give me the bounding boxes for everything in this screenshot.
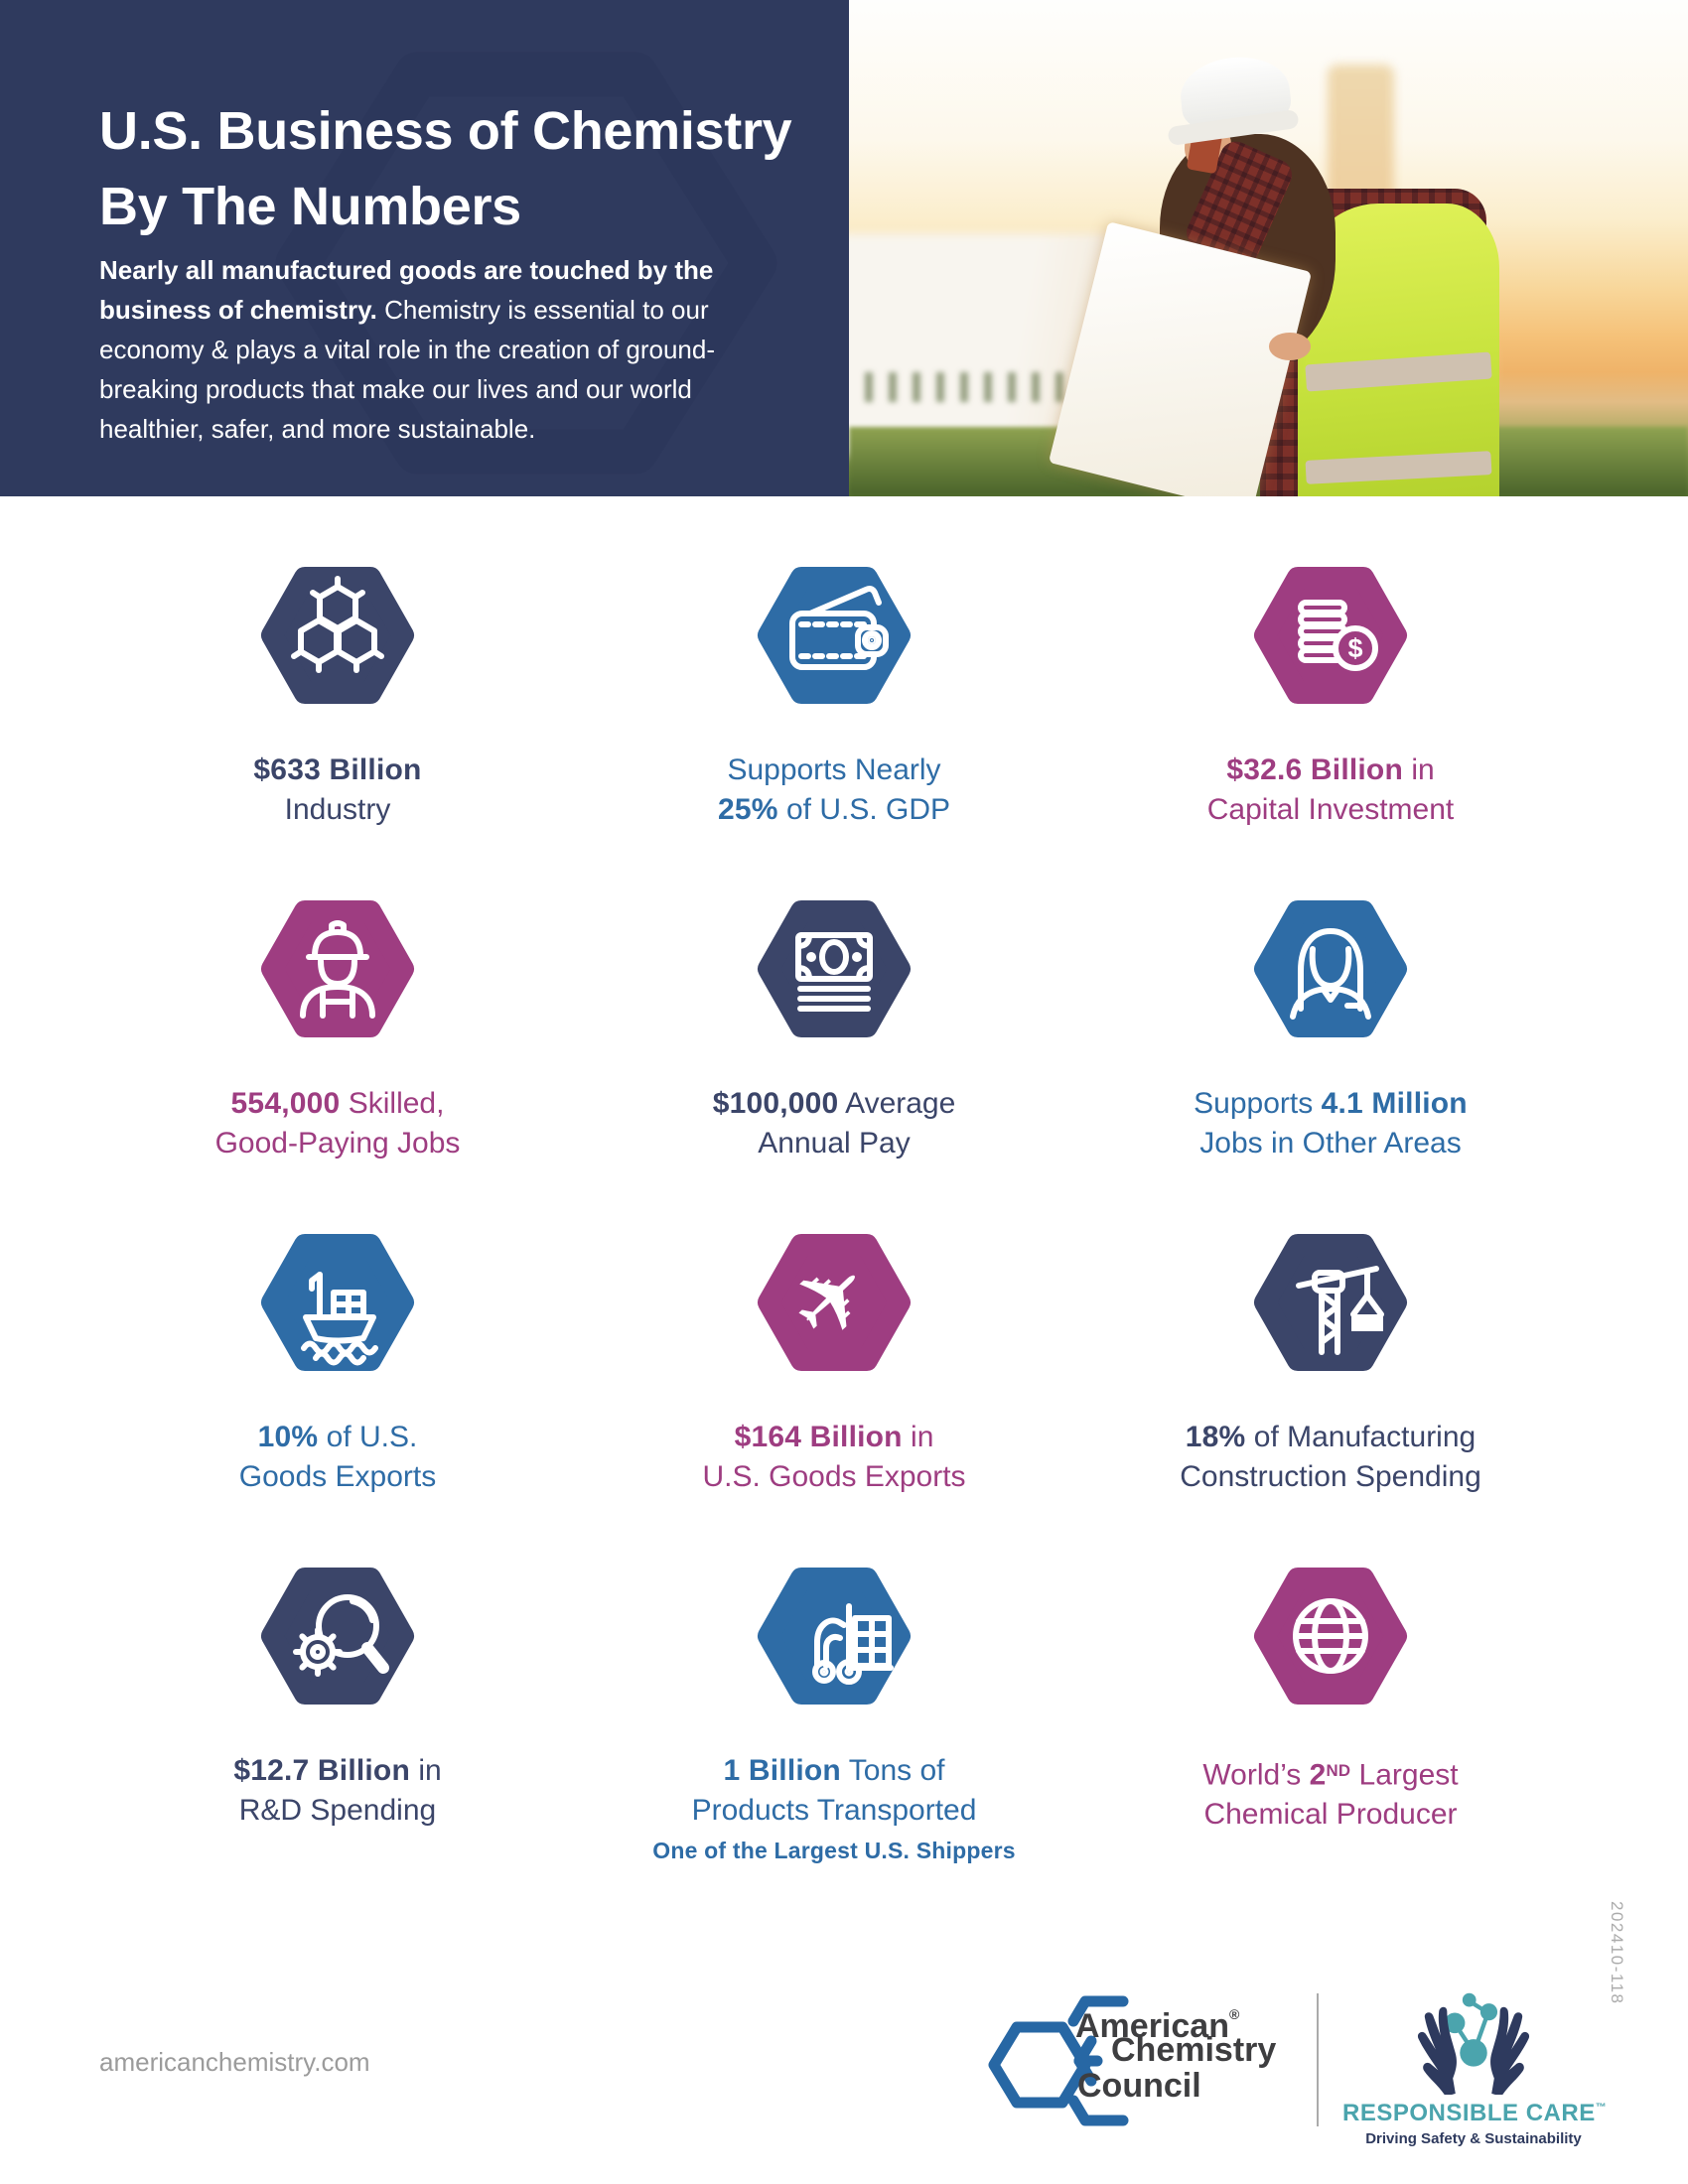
hexagon-watermark-icon (275, 52, 777, 475)
stat-text-skilled-jobs: 554,000 Skilled, Good-Paying Jobs (214, 1087, 461, 1160)
stat-world-producer: World’s 2ND Largest Chemical Producer (1202, 1557, 1459, 1890)
stat-annual-pay: $100,000 Average Annual Pay (712, 889, 956, 1223)
goods-exports-value-hexagon: ✈ (757, 1234, 911, 1371)
stat-text-goods-exports-value: $164 Billion in U.S. Goods Exports (702, 1421, 966, 1493)
svg-text:$: $ (1347, 633, 1362, 663)
stat-goods-exports-value: ✈ $164 Billion in U.S. Goods Exports (702, 1223, 966, 1557)
ship-icon (301, 1272, 378, 1366)
header-banner: U.S. Business of Chemistry By The Number… (0, 0, 1688, 496)
stat-construction-spending: 18% of Manufacturing Construction Spendin… (1180, 1223, 1481, 1557)
document-code: 202410-118 (1608, 1901, 1626, 2005)
stat-text-world-producer: World’s 2ND Largest Chemical Producer (1202, 1758, 1459, 1832)
coins-icon: $ (1297, 600, 1378, 671)
hero-photo (849, 0, 1688, 496)
acc-name-line1: American® (1075, 1997, 1239, 2044)
stats-grid: $633 Billion Industry Supports Nearly 25% o… (89, 556, 1579, 1890)
stat-capital-investment: $ $32.6 Billion in Capital Investment (1207, 556, 1454, 889)
acc-hexagon-icon (988, 1995, 1129, 2126)
stat-text-construction-spending: 18% of Manufacturing Construction Spendin… (1180, 1421, 1481, 1493)
other-jobs-hexagon (1254, 900, 1407, 1037)
acc-american: American (1075, 2007, 1229, 2045)
responsible-care-logo: RESPONSIBLE CARE™ Driving Safety & Susta… (1342, 1974, 1608, 2147)
rnd-spending-hexagon (260, 1568, 414, 1705)
capital-investment-hexagon: $ (1253, 567, 1407, 704)
rc-trademark: ™ (1595, 2102, 1608, 2114)
research-icon (292, 1594, 389, 1677)
forklift-icon (812, 1603, 894, 1685)
intro-paragraph: Nearly all manufactured goods are touche… (99, 250, 794, 449)
stat-skilled-jobs: 554,000 Skilled, Good-Paying Jobs (214, 889, 461, 1223)
footer-divider (1317, 1993, 1319, 2126)
stat-products-transported: 1 Billion Tons of Products Transported One… (652, 1557, 1016, 1890)
page-title-line2: By The Numbers (99, 177, 521, 237)
responsible-care-title: RESPONSIBLE CARE™ (1342, 2100, 1608, 2127)
stat-industry: $633 Billion Industry (253, 556, 421, 889)
molecule-icon (290, 576, 384, 673)
responsible-care-hands-icon (1417, 1992, 1530, 2097)
money-icon (795, 932, 873, 1012)
stat-subtext-products-transported: One of the Largest U.S. Shippers (652, 1838, 1016, 1863)
stat-text-other-jobs: Supports 4.1 Million Jobs in Other Areas (1194, 1087, 1468, 1160)
stat-text-annual-pay: $100,000 Average Annual Pay (712, 1087, 956, 1160)
rc-title-text: RESPONSIBLE CARE (1342, 2100, 1596, 2126)
stat-text-gdp: Supports Nearly 25% of U.S. GDP (717, 753, 951, 826)
website-link[interactable]: americanchemistry.com (99, 2047, 370, 2077)
stat-other-jobs: Supports 4.1 Million Jobs in Other Areas (1194, 889, 1468, 1223)
photo-worker-hand (1268, 333, 1311, 360)
stat-text-capital-investment: $32.6 Billion in Capital Investment (1206, 753, 1455, 826)
stat-goods-exports-share: 10% of U.S. Goods Exports (239, 1223, 436, 1557)
products-transported-hexagon (758, 1568, 911, 1705)
stat-gdp: Supports Nearly 25% of U.S. GDP (718, 556, 950, 889)
acc-registered-mark: ® (1228, 2006, 1240, 2022)
worker-icon (300, 920, 375, 1019)
globe-icon (1292, 1598, 1368, 1674)
responsible-care-tagline: Driving Safety & Sustainability (1365, 2130, 1582, 2147)
skilled-jobs-hexagon (261, 900, 414, 1037)
stat-rnd-spending: $12.7 Billion in R&D Spending (233, 1557, 442, 1890)
person-icon (1290, 928, 1371, 1020)
intro-bold: Nearly all manufactured goods are touche… (99, 255, 714, 325)
stat-text-rnd-spending: $12.7 Billion in R&D Spending (233, 1754, 442, 1827)
annual-pay-hexagon (758, 900, 911, 1037)
stat-text-products-transported: 1 Billion Tons of Products Transported One… (652, 1754, 1016, 1863)
construction-spending-hexagon (1254, 1234, 1407, 1371)
acc-logo: American® Chemistry Council (988, 1987, 1316, 2136)
stat-text-industry: $633 Billion Industry (253, 753, 422, 826)
world-producer-hexagon (1253, 1568, 1407, 1705)
page-title-line1: U.S. Business of Chemistry (99, 101, 792, 162)
gdp-hexagon (757, 567, 911, 704)
page-title: U.S. Business of Chemistry By The Number… (99, 93, 792, 244)
acc-name-line2: Chemistry (1111, 2031, 1277, 2069)
goods-exports-share-hexagon (261, 1234, 414, 1371)
wallet-icon (788, 586, 889, 670)
acc-name-line3: Council (1077, 2067, 1201, 2105)
intro-regular: Chemistry is essential to our economy & … (99, 295, 716, 444)
stat-text-goods-exports-share: 10% of U.S. Goods Exports (238, 1421, 437, 1493)
industry-hexagon (260, 567, 414, 704)
crane-icon (1296, 1266, 1384, 1355)
